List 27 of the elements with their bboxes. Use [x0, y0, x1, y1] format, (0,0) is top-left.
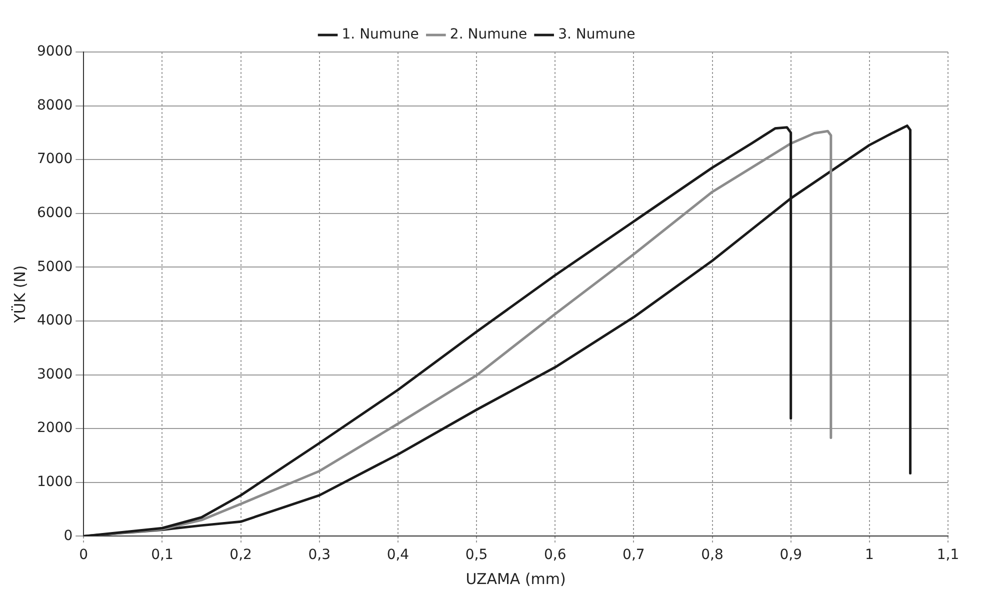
- x-axis-title: UZAMA (mm): [466, 570, 566, 588]
- x-tick-label: 0,7: [622, 547, 645, 564]
- legend-label: 2. Numune: [450, 26, 528, 43]
- x-tick-label: 0,6: [544, 547, 566, 564]
- y-tick-label: 5000: [36, 258, 73, 275]
- y-tick-label: 6000: [36, 205, 73, 222]
- legend-label: 3. Numune: [558, 26, 636, 43]
- y-tick-label: 9000: [36, 44, 73, 60]
- x-tick-label: 0,1: [151, 547, 174, 564]
- x-tick-label: 1,1: [936, 547, 960, 564]
- x-tick-label: 0,9: [780, 547, 802, 564]
- y-axis-title: YÜK (N): [10, 265, 29, 324]
- x-tick-label: 0,5: [465, 547, 488, 564]
- x-tick-label: 0: [79, 547, 88, 564]
- y-tick-label: 0: [64, 528, 73, 544]
- x-tick-label: 0,4: [386, 547, 410, 564]
- y-tick-label: 3000: [36, 366, 73, 382]
- x-tick-label: 0,8: [701, 547, 724, 564]
- y-tick-label: 1000: [36, 474, 73, 490]
- legend-label: 1. Numune: [342, 26, 419, 43]
- y-tick-label: 2000: [36, 420, 73, 436]
- y-tick-label: 4000: [36, 312, 73, 329]
- x-tick-label: 1: [864, 547, 874, 564]
- x-tick-label: 0,3: [308, 547, 330, 564]
- y-tick-label: 7000: [36, 151, 73, 168]
- y-tick-label: 8000: [36, 97, 73, 114]
- x-tick-label: 0,2: [230, 547, 252, 564]
